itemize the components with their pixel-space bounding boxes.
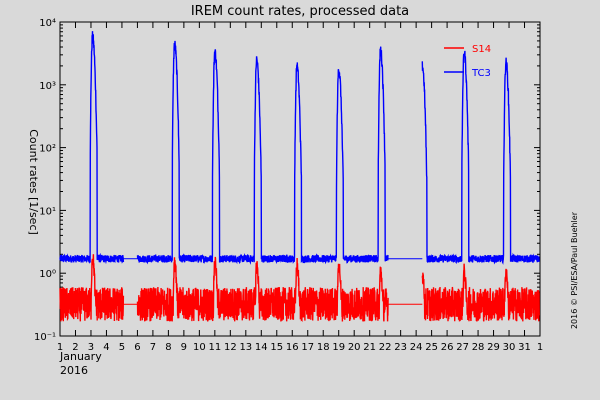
- x-tick-label: 23: [394, 342, 407, 353]
- legend-tc3-label: TC3: [471, 68, 491, 79]
- x-tick-label: 16: [286, 342, 299, 353]
- y-tick-label: 10⁴: [39, 18, 56, 29]
- x-tick-label: 19: [332, 342, 345, 353]
- x-tick-label: 31: [518, 342, 531, 353]
- x-tick-label: 5: [119, 342, 125, 353]
- x-tick-label: 11: [208, 342, 221, 353]
- x-tick-label: 13: [239, 342, 252, 353]
- x-tick-label: 21: [363, 342, 376, 353]
- x-tick-label: 24: [410, 342, 423, 353]
- x-tick-label: 20: [348, 342, 361, 353]
- x-tick-label: 27: [456, 342, 469, 353]
- x-tick-label: 1: [57, 342, 63, 353]
- x-tick-label: 17: [301, 342, 314, 353]
- x-tick-label: 8: [165, 342, 171, 353]
- legend: S14 TC3: [444, 44, 491, 79]
- x-tick-label: 7: [150, 342, 156, 353]
- y-tick-label: 10²: [39, 144, 56, 155]
- y-axis-label: Count rates [1/sec]: [27, 129, 40, 235]
- x-year-label: 2016: [60, 364, 88, 377]
- legend-s14-label: S14: [472, 44, 491, 55]
- x-tick-label: 3: [88, 342, 94, 353]
- x-tick-label: 10: [193, 342, 206, 353]
- x-month-label: January: [59, 350, 102, 363]
- y-tick-label: 10⁰: [39, 269, 56, 280]
- x-tick-label: 6: [134, 342, 140, 353]
- x-tick-label: 15: [270, 342, 283, 353]
- series-tc3-line: [59, 31, 540, 265]
- x-tick-label: 26: [441, 342, 454, 353]
- series-group: [59, 31, 540, 323]
- x-tick-label: 14: [255, 342, 268, 353]
- y-axis: 10⁻¹ 10⁰ 10¹ 10² 10³ 10⁴: [34, 18, 540, 343]
- x-tick-label: 22: [379, 342, 392, 353]
- x-tick-label: 2: [72, 342, 78, 353]
- x-tick-label: 12: [224, 342, 237, 353]
- x-tick-label: 9: [181, 342, 187, 353]
- x-tick-label: 28: [472, 342, 485, 353]
- x-tick-label: 4: [103, 342, 109, 353]
- y-tick-label: 10⁻¹: [34, 332, 56, 343]
- x-tick-label: 29: [487, 342, 500, 353]
- x-axis: 1 2 3 4 5 6 7 8 9 10 11 12 13 14 15 16 17 18 19 20 21 22 23 24 2…: [57, 22, 543, 353]
- credit-text: 2016 © PSI/ESA/Paul Buehler: [570, 212, 579, 330]
- series-s14-line: [59, 254, 540, 323]
- y-tick-label: 10³: [39, 81, 56, 92]
- x-tick-label: 30: [503, 342, 516, 353]
- x-tick-label: 1: [537, 342, 543, 353]
- chart-title: IREM count rates, processed data: [191, 4, 409, 19]
- y-tick-label: 10¹: [39, 206, 56, 217]
- x-tick-label: 25: [425, 342, 438, 353]
- x-tick-label: 18: [317, 342, 330, 353]
- plot-frame: [59, 21, 541, 337]
